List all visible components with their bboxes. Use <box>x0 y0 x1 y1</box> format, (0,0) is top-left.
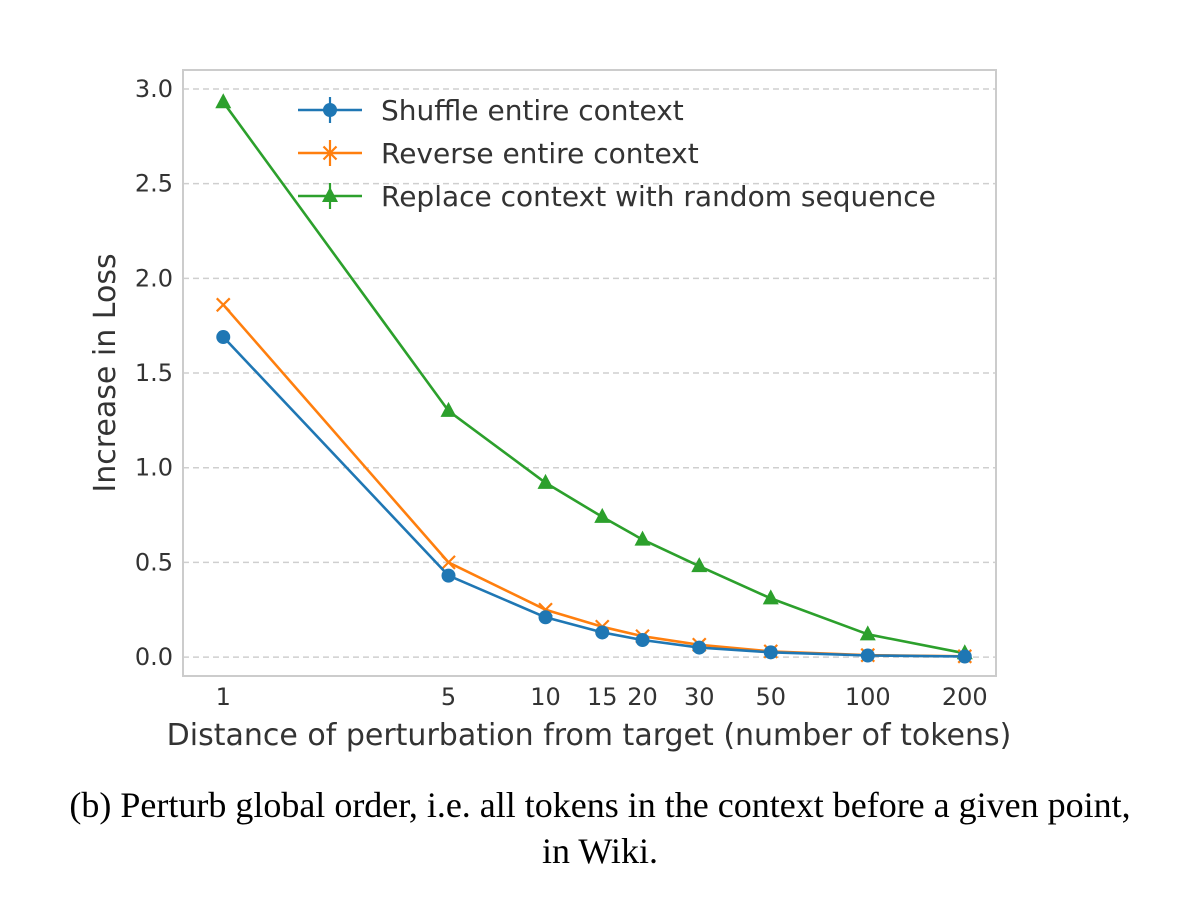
y-tick-label: 1.5 <box>135 359 173 387</box>
y-tick-label: 3.0 <box>135 75 173 103</box>
legend-marker <box>323 103 337 117</box>
data-point <box>957 649 972 664</box>
legend: Shuffle entire context Reverse entire con… <box>298 94 936 213</box>
data-point <box>859 625 876 641</box>
legend-label: Reverse entire context <box>381 137 699 170</box>
data-point <box>216 330 231 345</box>
y-tick-label: 0.0 <box>135 643 173 671</box>
data-point <box>537 473 554 489</box>
series-x <box>215 297 973 664</box>
legend-entry: Replace context with random sequence <box>298 180 936 213</box>
x-tick-label: 100 <box>845 683 891 711</box>
legend-entry: Shuffle entire context <box>298 94 684 127</box>
x-tick-label: 1 <box>216 683 231 711</box>
x-axis-ticks: 1 5 10 15 20 30 50 100 200 <box>216 683 988 711</box>
x-tick-label: 200 <box>942 683 988 711</box>
x-tick-label: 15 <box>587 683 618 711</box>
y-tick-label: 1.0 <box>135 454 173 482</box>
y-axis-label: Increase in Loss <box>88 253 123 492</box>
legend-label: Replace context with random sequence <box>381 180 936 213</box>
data-point <box>215 297 231 313</box>
caption-text: (b) Perturb global order, i.e. all token… <box>69 785 1131 871</box>
data-point <box>860 648 875 663</box>
x-axis-label: Distance of perturbation from target (nu… <box>167 718 1012 753</box>
data-point <box>215 93 232 109</box>
data-point <box>634 530 651 546</box>
data-point <box>441 568 456 583</box>
data-point <box>595 625 610 640</box>
data-point <box>692 640 707 655</box>
data-point <box>691 557 708 573</box>
figure-caption: (b) Perturb global order, i.e. all token… <box>0 782 1200 874</box>
y-tick-label: 2.0 <box>135 264 173 292</box>
legend-marker <box>322 145 338 161</box>
data-series <box>215 93 973 664</box>
x-tick-label: 20 <box>627 683 658 711</box>
data-point <box>441 555 456 570</box>
gridlines <box>183 88 996 658</box>
legend-marker <box>322 187 338 202</box>
series-line <box>222 336 965 658</box>
line-chart: 0.00.51.01.52.02.53.0 1 5 10 15 20 30 50 100 200… <box>88 69 1012 753</box>
data-point <box>538 610 553 625</box>
series-line <box>222 303 965 658</box>
y-tick-label: 2.5 <box>135 170 173 198</box>
x-tick-label: 10 <box>530 683 561 711</box>
y-tick-label: 0.5 <box>135 548 173 576</box>
x-tick-label: 50 <box>755 683 786 711</box>
legend-entry: Reverse entire context <box>298 137 699 170</box>
x-tick-label: 5 <box>441 683 456 711</box>
legend-label: Shuffle entire context <box>381 94 684 127</box>
series-circle <box>216 330 972 664</box>
data-point <box>763 645 778 660</box>
data-point <box>594 507 611 523</box>
plot-frame <box>182 69 997 677</box>
data-point <box>440 401 457 417</box>
series-triangle <box>215 93 973 660</box>
y-axis-ticks: 0.0 0.5 1.0 1.5 2.0 2.5 3.0 <box>135 75 173 671</box>
data-point <box>635 633 650 648</box>
data-point <box>762 589 779 605</box>
x-tick-label: 30 <box>684 683 715 711</box>
